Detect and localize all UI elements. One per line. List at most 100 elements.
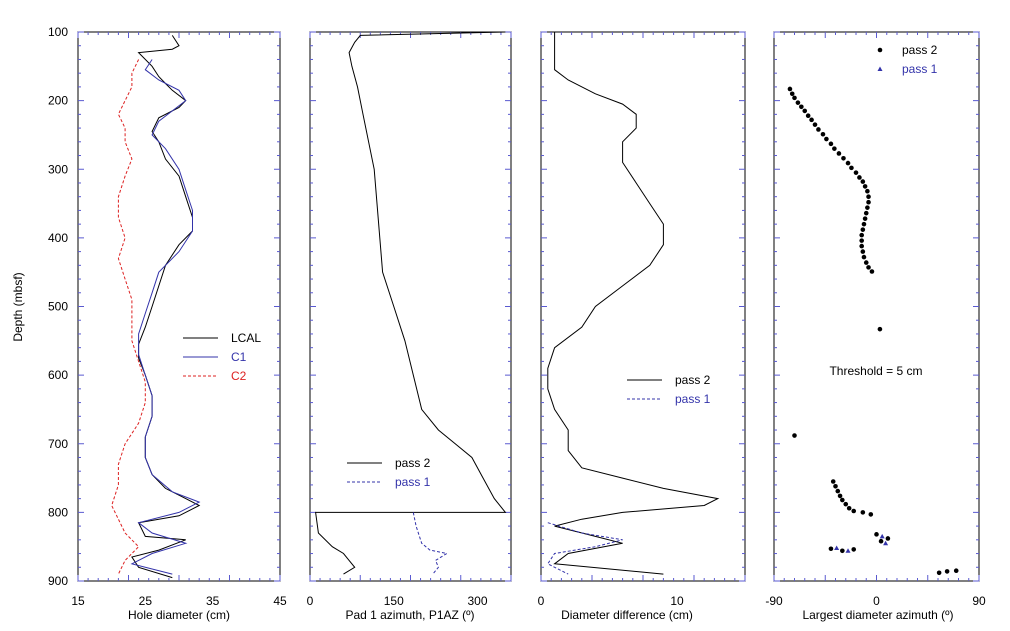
plot-area: [111, 35, 201, 579]
data-point: [833, 483, 838, 489]
data-point: [787, 86, 793, 92]
threshold-annotation: Threshold = 5 cm: [829, 364, 922, 378]
data-point: [792, 95, 797, 101]
x-tick-label: 15: [71, 594, 85, 608]
legend-label: pass 2: [675, 373, 711, 387]
data-point: [820, 131, 826, 137]
data-point: [863, 210, 869, 216]
legend-label: C1: [231, 350, 247, 364]
data-point: [795, 100, 801, 105]
data-point: [851, 508, 857, 514]
data-point: [830, 479, 836, 484]
data-point: [828, 546, 834, 552]
data-point: [816, 127, 821, 132]
data-point: [866, 194, 871, 199]
data-point: [860, 510, 866, 515]
data-point: [812, 122, 818, 127]
data-point: [936, 570, 942, 576]
x-axis-label: Hole diameter (cm): [128, 608, 230, 622]
data-point: [843, 501, 849, 507]
data-point: [802, 108, 808, 114]
legend: pass 2 pass 1: [347, 456, 431, 489]
x-tick-labels: 0 10: [538, 594, 684, 608]
x-tick-label: 10: [670, 594, 684, 608]
x-tick-label: 0: [538, 594, 545, 608]
x-tick-label: 300: [467, 594, 487, 608]
legend-label: C2: [231, 369, 247, 383]
data-point: [849, 165, 854, 171]
data-point: [865, 205, 870, 210]
x-axis-label: Pad 1 azimuth, P1AZ (º): [345, 608, 474, 622]
data-point: [869, 269, 875, 274]
data-point: [859, 238, 864, 243]
data-point: [860, 227, 866, 232]
data-point: [866, 265, 871, 270]
legend-label: LCAL: [231, 331, 261, 345]
data-point: [861, 254, 867, 260]
series-line: [111, 59, 146, 575]
data-point: [845, 160, 851, 166]
series-line: [547, 32, 720, 575]
data-point: [834, 545, 840, 551]
data-point: [862, 216, 868, 221]
data-point: [877, 326, 883, 332]
data-point: [857, 175, 862, 180]
data-point: [859, 243, 864, 249]
data-point: [851, 547, 857, 552]
data-point: [868, 512, 874, 517]
x-axis-label: Largest diameter azimuth (º): [802, 608, 953, 622]
data-point: [799, 104, 804, 110]
data-point: [866, 199, 871, 205]
y-tick-label: 800: [48, 505, 68, 519]
series-line: [130, 59, 201, 575]
data-point: [862, 184, 868, 189]
plot-frame: [77, 31, 281, 582]
tick-marks: [309, 31, 512, 582]
legend-label: pass 2: [902, 43, 938, 57]
y-tick-label: 600: [48, 368, 68, 382]
data-point: [840, 548, 845, 554]
data-point: [879, 533, 885, 539]
legend: LCAL C1 C2: [183, 331, 261, 383]
data-point: [859, 232, 864, 238]
data-point: [860, 249, 866, 254]
data-point: [840, 497, 845, 503]
data-point: [789, 91, 795, 97]
x-tick-label: 0: [873, 594, 880, 608]
data-point: [792, 433, 797, 438]
legend-marker: [877, 47, 883, 53]
y-axis-label: Depth (mbsf): [11, 272, 25, 341]
panel-largest-diameter-azimuth: pass 2 pass 1 -90 0 90 Threshold = 5 cm Lar…: [765, 31, 986, 622]
legend-marker: [877, 66, 883, 71]
tick-marks: [77, 31, 281, 582]
y-tick-label: 200: [48, 94, 68, 108]
panel-hole-diameter: 100 200 300 400 500 600 700 800 900 LCAL C1 C2 15 2…: [48, 25, 287, 622]
data-point: [805, 113, 811, 119]
data-point: [883, 540, 889, 546]
y-tick-label: 700: [48, 437, 68, 451]
legend-label: pass 1: [675, 392, 711, 406]
panel-pad-azimuth: pass 2 pass 1 0 150 300 Pad 1 azimuth, P1AZ…: [307, 31, 512, 622]
x-tick-label: 25: [139, 594, 153, 608]
data-point: [824, 136, 829, 142]
tick-marks: [540, 31, 746, 582]
y-tick-label: 500: [48, 300, 68, 314]
data-point: [853, 170, 859, 175]
plot-frame: [540, 31, 746, 582]
data-point: [841, 155, 846, 161]
data-point: [878, 538, 884, 544]
x-tick-labels: 15 25 35 45: [71, 594, 287, 608]
y-tick-label: 300: [48, 162, 68, 176]
data-point: [874, 532, 879, 537]
x-tick-labels: -90 0 90: [765, 594, 986, 608]
data-point: [845, 548, 851, 553]
data-point: [861, 221, 867, 227]
data-point: [863, 260, 869, 265]
y-tick-label: 400: [48, 231, 68, 245]
legend-label: pass 2: [395, 456, 431, 470]
legend-label: pass 1: [395, 475, 431, 489]
data-point: [865, 188, 870, 194]
data-point: [832, 146, 837, 151]
x-tick-label: 150: [384, 594, 404, 608]
